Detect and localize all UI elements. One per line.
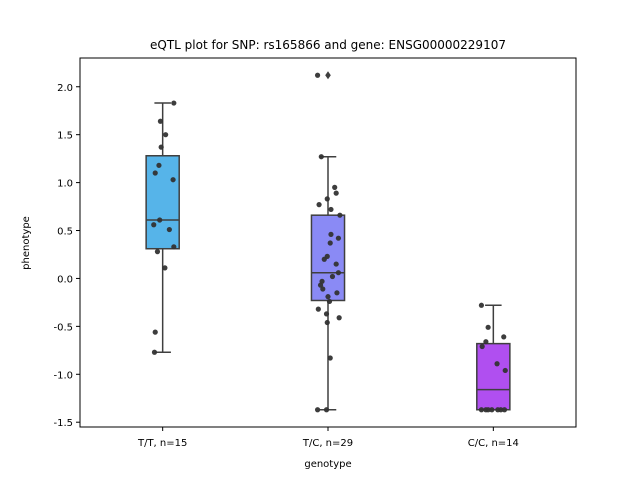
data-point (171, 100, 177, 106)
outlier-marker (325, 71, 331, 80)
data-point (327, 240, 333, 246)
x-axis-label: genotype (304, 459, 351, 470)
data-point (152, 329, 158, 335)
data-point (478, 407, 485, 413)
x-tick-label: C/C, n=14 (468, 438, 519, 449)
data-point (316, 202, 322, 208)
data-point (324, 253, 330, 259)
data-point (478, 302, 485, 308)
data-point (166, 226, 172, 233)
box-groups (145, 71, 511, 413)
data-point (328, 206, 334, 213)
data-point (323, 311, 330, 317)
data-point (335, 235, 342, 241)
y-axis-label: phenotype (21, 216, 32, 270)
data-point (327, 355, 333, 361)
box-group (476, 302, 511, 413)
data-point (170, 177, 176, 183)
data-point (151, 349, 158, 355)
x-tick-label: T/C, n=29 (302, 438, 353, 449)
data-point (158, 144, 164, 150)
data-point (326, 298, 333, 305)
y-tick-label: -1.5 (53, 418, 73, 429)
data-point (335, 270, 342, 276)
data-point (328, 231, 334, 237)
y-axis: -1.5 -1.0 -0.5 0.0 0.5 1.0 1.5 2.0 (53, 83, 80, 429)
data-point (337, 212, 343, 218)
data-point (317, 282, 324, 288)
data-point (329, 273, 336, 280)
data-point (171, 244, 177, 250)
box-group (145, 100, 180, 355)
data-point (323, 407, 330, 413)
data-point (318, 154, 324, 160)
data-point (501, 407, 508, 413)
data-point (485, 407, 491, 413)
x-axis: T/T, n=15 T/C, n=29 C/C, n=14 (137, 427, 519, 449)
data-point (479, 343, 485, 350)
data-point (157, 118, 164, 124)
iqr-box (145, 155, 180, 250)
data-point (483, 339, 489, 345)
data-point (314, 407, 321, 413)
data-point (502, 367, 508, 374)
data-point (151, 222, 157, 228)
y-tick-label: 2.0 (57, 83, 73, 94)
data-point (498, 407, 504, 413)
data-point (156, 162, 162, 168)
y-tick-label: -0.5 (53, 322, 73, 333)
data-point (334, 290, 340, 296)
data-point (489, 407, 495, 413)
data-point (152, 170, 158, 176)
x-tick-label: T/T, n=15 (137, 438, 187, 449)
y-tick-label: 0.0 (57, 274, 73, 285)
data-point (154, 249, 161, 255)
chart-title: eQTL plot for SNP: rs165866 and gene: EN… (150, 38, 506, 52)
data-point (333, 190, 339, 196)
data-point (320, 286, 326, 292)
data-point (315, 306, 321, 312)
data-point (325, 294, 331, 300)
data-point (324, 196, 330, 202)
data-point (163, 132, 169, 138)
iqr-box (476, 342, 511, 411)
data-point (336, 315, 342, 321)
data-point (494, 361, 500, 367)
box-group (310, 71, 346, 413)
data-point (333, 261, 339, 267)
y-tick-label: 0.5 (57, 227, 73, 238)
data-point (162, 265, 168, 271)
y-tick-label: 1.0 (57, 179, 73, 190)
y-tick-label: 1.5 (57, 131, 73, 142)
data-point (157, 217, 163, 223)
data-point (332, 184, 338, 190)
data-point (501, 334, 507, 340)
y-tick-label: -1.0 (53, 370, 73, 381)
data-point (314, 72, 321, 78)
data-point (485, 324, 491, 330)
data-point (324, 319, 330, 326)
